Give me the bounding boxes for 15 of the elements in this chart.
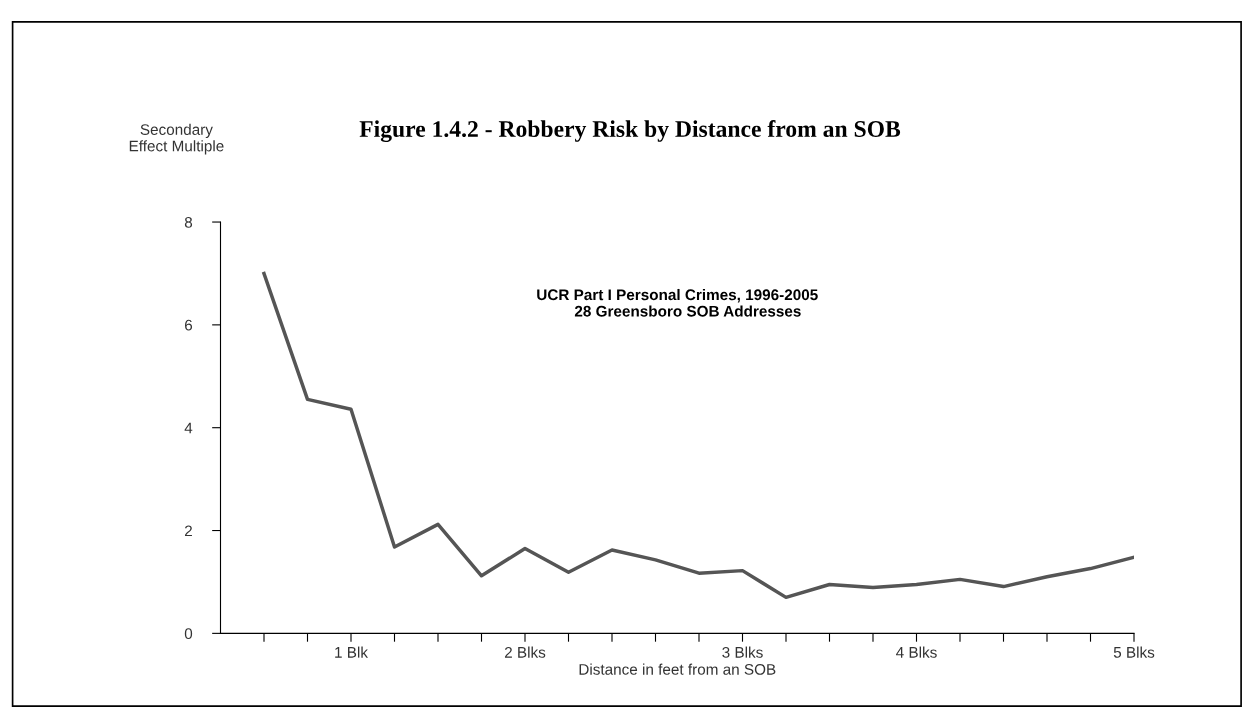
x-axis-title: Distance in feet from an SOB bbox=[579, 663, 776, 675]
annotation: UCR Part I Personal Crimes, 1996-2005 28 Greensboro SOB Addresses bbox=[537, 288, 818, 317]
y-tick-label: 4 bbox=[184, 422, 193, 434]
x-tick-label: 3 Blks bbox=[722, 646, 763, 658]
line-series bbox=[262, 271, 1134, 600]
y-tick-label: 6 bbox=[185, 319, 193, 331]
x-tick-label: 4 Blks bbox=[896, 646, 937, 658]
y-tick-label: 2 bbox=[185, 525, 192, 537]
y-tick-label: 0 bbox=[184, 628, 193, 640]
x-tick-label: 1 Blk bbox=[335, 646, 368, 658]
x-tick-label: 2 Blks bbox=[504, 646, 546, 658]
x-tick-label: 5 Blks bbox=[1113, 646, 1155, 658]
y-axis-title: Secondary Effect Multiple bbox=[129, 123, 224, 155]
y-tick-label: 8 bbox=[184, 216, 193, 228]
chart-title: Figure 1.4.2 - Robbery Risk by Distance from an SOB bbox=[359, 120, 901, 142]
